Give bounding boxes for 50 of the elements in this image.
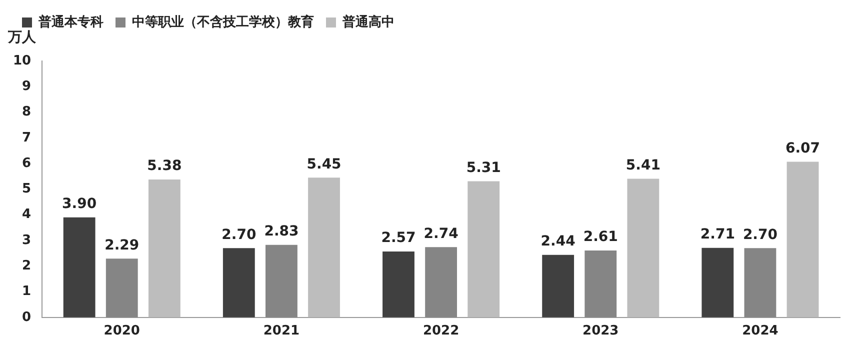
bar [744, 248, 776, 318]
data-label: 5.45 [306, 156, 342, 172]
bar [382, 252, 414, 318]
legend-label: 普通本专科 [38, 14, 104, 30]
bar [222, 248, 255, 318]
y-tick-label: 0 [22, 310, 32, 325]
data-label: 5.31 [466, 160, 501, 176]
bar [266, 244, 298, 318]
x-tick-label: 2022 [422, 324, 460, 339]
x-tick-label: 2020 [104, 324, 140, 339]
data-label: 2.70 [222, 226, 256, 243]
data-label: 2.57 [381, 230, 416, 246]
y-tick-label: 6 [22, 156, 32, 171]
bar [702, 248, 734, 318]
data-label: 2.71 [700, 226, 735, 243]
bar [63, 217, 96, 318]
legend-label: 中等职业（不含技工学校）教育 [132, 14, 314, 30]
y-tick-label: 10 [12, 53, 32, 68]
y-tick-label: 1 [22, 284, 32, 300]
bar [468, 181, 500, 318]
data-label: 2.29 [104, 237, 140, 254]
y-tick-label: 2 [22, 258, 32, 274]
legend-label: 普通高中 [342, 14, 394, 30]
data-label: 2.83 [264, 223, 299, 240]
y-axis-title: 万人 [7, 30, 37, 46]
data-label: 2.74 [424, 226, 459, 242]
data-label: 5.41 [626, 157, 660, 174]
y-tick-label: 7 [22, 130, 32, 146]
data-label: 3.90 [62, 196, 97, 212]
bar [308, 178, 340, 318]
data-label: 2.70 [742, 226, 778, 243]
bar [106, 258, 138, 318]
bar [425, 247, 458, 318]
bar [542, 254, 574, 318]
x-tick-label: 2023 [582, 324, 619, 339]
data-label: 2.61 [583, 229, 618, 246]
bar [627, 178, 660, 318]
data-label: 2.44 [540, 233, 576, 250]
y-tick-label: 5 [22, 182, 32, 197]
y-tick-label: 9 [22, 79, 32, 94]
x-tick-label: 2024 [742, 324, 778, 339]
y-tick-label: 8 [22, 104, 32, 120]
x-tick-label: 2021 [263, 324, 300, 339]
data-label: 5.38 [147, 158, 182, 174]
bar [148, 179, 180, 318]
bar [584, 250, 617, 318]
y-tick-label: 4 [22, 207, 32, 222]
y-tick-label: 3 [22, 232, 32, 248]
data-label: 6.07 [785, 140, 820, 156]
bar [786, 162, 819, 318]
